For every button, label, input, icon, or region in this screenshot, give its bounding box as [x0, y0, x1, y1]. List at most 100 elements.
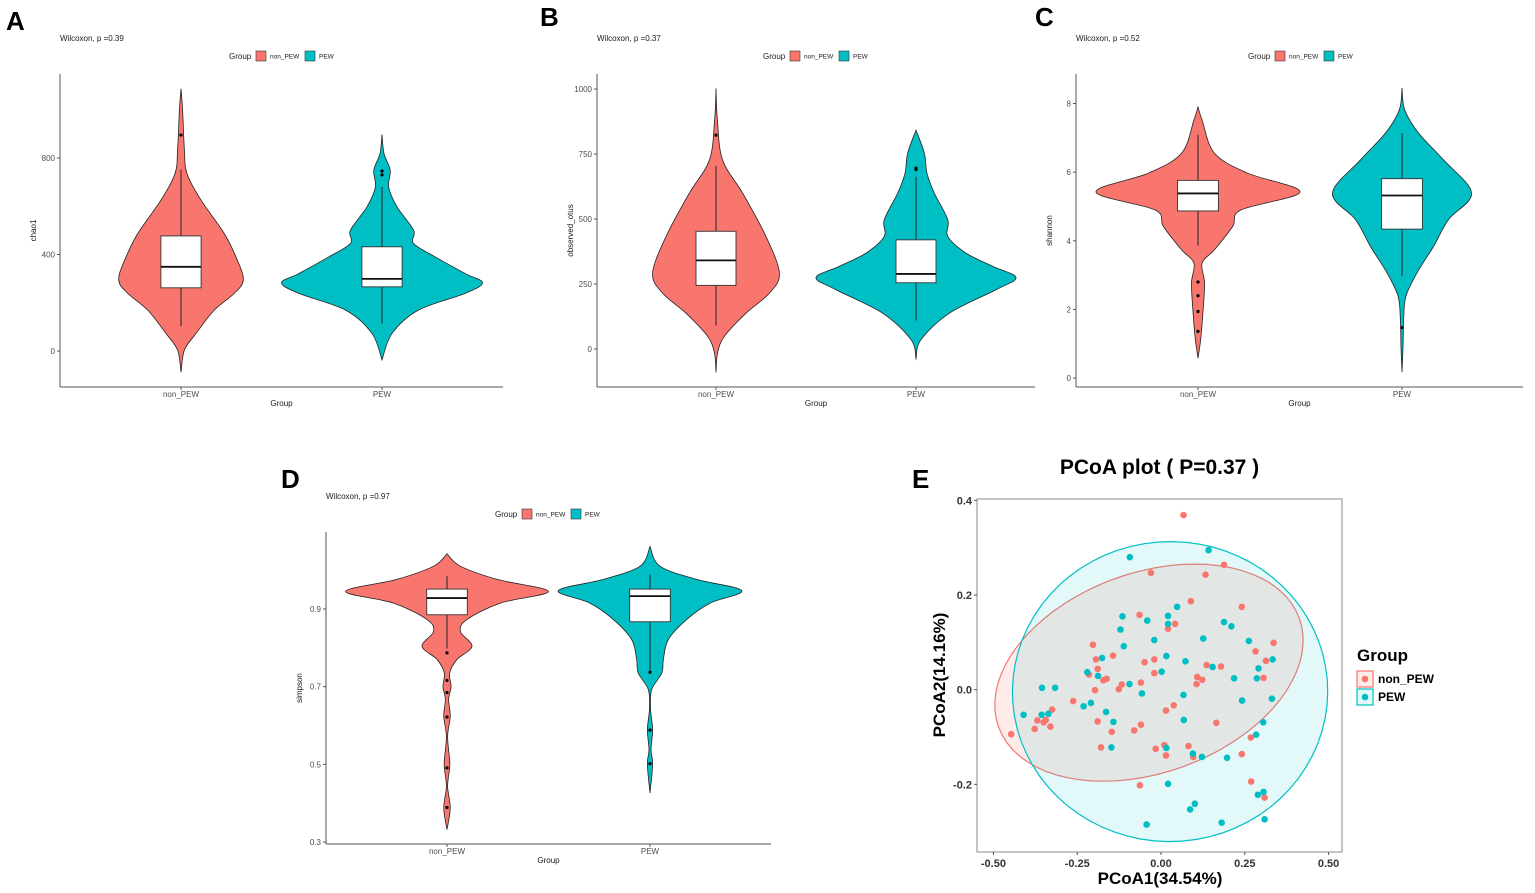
y-tick-label: 0 [1067, 374, 1072, 383]
point-pew [1038, 684, 1046, 692]
outlier-point [380, 169, 384, 173]
y-axis-label: PCoA2(14.16%) [930, 613, 949, 738]
y-tick-label: 250 [579, 280, 593, 289]
violin-group-non_pew [1095, 105, 1301, 359]
y-tick-label: 0.7 [310, 683, 322, 692]
point-pew [1051, 684, 1059, 692]
point-non_pew [1170, 702, 1178, 709]
y-axis-label: observed_otus [566, 204, 575, 256]
point-pew [1199, 635, 1207, 642]
panel-letter: D [281, 464, 300, 494]
outlier-point [1196, 280, 1200, 284]
point-non_pew [1092, 656, 1100, 663]
legend-label: PEW [319, 54, 335, 61]
point-non_pew [1034, 717, 1041, 724]
point-pew [1119, 613, 1126, 620]
violin-group-pew [815, 128, 1017, 361]
y-tick-label: 0.9 [310, 605, 322, 614]
point-non_pew [1147, 569, 1155, 577]
point-non_pew [1252, 648, 1259, 655]
x-tick-label: 0.00 [1150, 858, 1171, 870]
pcoa-panel-e: E PCoA plot ( P=0.37 ) -0.50 -0.25 0.00 0.25 0… [912, 456, 1435, 888]
legend-label: non_PEW [1378, 672, 1435, 686]
point-pew [1102, 708, 1110, 716]
point-pew [1245, 637, 1253, 645]
violin-panel-c: C Wilcoxon, p =0.52 Group non_PEW PEW 0 2 4 6 8 sh… [1035, 2, 1523, 408]
violin-group-pew [1332, 88, 1472, 373]
legend-label: non_PEW [804, 54, 834, 61]
point-non_pew [1136, 781, 1144, 789]
point-non_pew [1069, 697, 1077, 705]
point-non_pew [1136, 611, 1143, 619]
point-non_pew [1031, 725, 1038, 733]
violin-group-pew [281, 134, 483, 362]
y-tick-label: 2 [1067, 305, 1072, 314]
y-tick-label: 500 [579, 215, 593, 224]
y-tick-label: 1000 [574, 85, 592, 94]
legend-label: PEW [585, 512, 601, 519]
point-pew [1094, 672, 1102, 680]
point-non_pew [1162, 707, 1170, 714]
x-tick-label: non_PEW [1180, 390, 1216, 399]
box [1381, 178, 1423, 230]
box [160, 235, 202, 289]
panel-letter: B [540, 2, 559, 32]
point-pew [1164, 612, 1172, 620]
outlier-point [445, 678, 449, 683]
point-non_pew [1238, 750, 1246, 758]
point-pew [1173, 603, 1181, 611]
point-non_pew [1047, 723, 1054, 730]
violin-panel-a: A Wilcoxon, p =0.39 Group non_PEW PEW 0 400 800… [6, 6, 503, 408]
box [695, 230, 737, 286]
x-axis-label: Group [537, 856, 560, 865]
outlier-point [1196, 309, 1200, 314]
point-pew [1261, 816, 1268, 823]
y-tick-label: 0.0 [957, 685, 972, 697]
point-pew [1126, 680, 1133, 688]
point-non_pew [1261, 794, 1268, 801]
point-non_pew [1193, 673, 1201, 681]
y-axis-label: shannon [1045, 215, 1054, 246]
point-pew [1151, 636, 1158, 644]
point-pew [1260, 788, 1267, 796]
outlier-point [380, 173, 384, 177]
point-pew [1186, 806, 1194, 813]
legend-label: PEW [1378, 690, 1406, 704]
point-pew [1164, 780, 1172, 788]
point-non_pew [1202, 571, 1209, 579]
point-pew [1120, 642, 1128, 650]
point-pew [1098, 654, 1106, 662]
point-pew [1108, 744, 1115, 751]
y-tick-label: 750 [579, 150, 593, 159]
point-pew [1180, 716, 1188, 724]
outlier-point [445, 766, 449, 770]
point-non_pew [1118, 681, 1126, 688]
x-axis-label: PCoA1(34.54%) [1098, 869, 1223, 888]
point-pew [1163, 652, 1170, 660]
point-non_pew [1171, 620, 1179, 628]
violin-panel-d: D Wilcoxon, p =0.97 Group non_PEW PEW 0.3 0.5 0… [281, 464, 771, 865]
point-non_pew [1094, 718, 1101, 725]
point-non_pew [1115, 685, 1123, 693]
box [426, 588, 468, 616]
x-tick-label: PEW [1393, 390, 1412, 399]
point-non_pew [1094, 665, 1101, 673]
y-tick-label: 0.4 [957, 495, 973, 507]
legend-key-non_pew [521, 508, 533, 520]
point-non_pew [1108, 728, 1116, 736]
outlier-point [445, 651, 449, 655]
point-pew [1110, 718, 1117, 726]
point-pew [1126, 553, 1134, 561]
point-non_pew [1162, 752, 1170, 759]
violin-group-pew [557, 545, 743, 794]
legend-key-pew [304, 50, 316, 62]
point-pew [1020, 711, 1027, 719]
x-tick-label: non_PEW [698, 390, 734, 399]
box [1177, 179, 1219, 212]
point-pew [1117, 626, 1124, 633]
x-tick-label: PEW [907, 390, 926, 399]
point-pew [1238, 697, 1246, 704]
x-tick-label: non_PEW [163, 390, 199, 399]
point-non_pew [1048, 706, 1056, 713]
y-axis-label: simpson [295, 673, 304, 703]
